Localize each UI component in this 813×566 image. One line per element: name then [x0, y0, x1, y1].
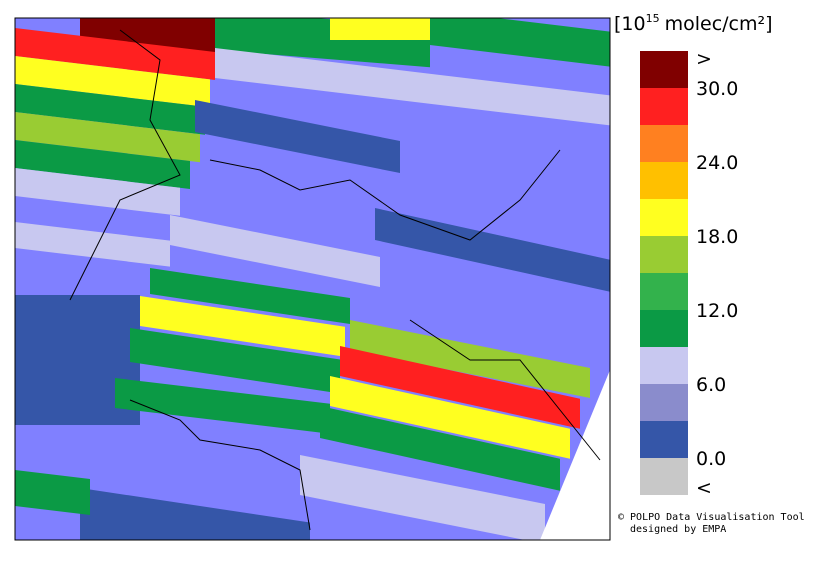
- legend-swatch: [640, 273, 688, 310]
- legend-label: 24.0: [696, 152, 738, 174]
- swath: [115, 378, 330, 434]
- swath: [415, 72, 610, 126]
- swath: [15, 84, 205, 135]
- credit-line: designed by EMPA: [630, 524, 726, 535]
- legend-swatch: [640, 458, 688, 495]
- swath: [350, 320, 590, 398]
- swath: [15, 295, 140, 425]
- swath: [330, 376, 570, 459]
- swath: [15, 470, 90, 515]
- swath: [330, 18, 430, 40]
- legend-swatch: [640, 199, 688, 236]
- boundary: [69, 29, 601, 531]
- legend-swatch: [640, 236, 688, 273]
- swath: [340, 346, 580, 429]
- legend-label: <: [696, 477, 712, 499]
- map-frame: [14, 17, 611, 541]
- swath: [215, 48, 415, 102]
- legend-title-exponent: 15: [646, 12, 660, 25]
- swath: [170, 215, 380, 287]
- legend-swatch: [640, 421, 688, 458]
- swath: [15, 28, 215, 80]
- legend-label: 0.0: [696, 448, 726, 470]
- swath: [80, 488, 310, 540]
- legend-swatch: [640, 125, 688, 162]
- swath: [195, 100, 400, 173]
- legend-label: 6.0: [696, 374, 726, 396]
- swath: [375, 208, 610, 292]
- legend: >30.0 24.0 18.0 12.0 6.0 0.0 <: [640, 48, 738, 499]
- legend-label: 18.0: [696, 226, 738, 248]
- swath: [150, 268, 350, 324]
- no-data-area: [540, 370, 610, 540]
- legend-swatch: [640, 51, 688, 88]
- map: [15, 18, 610, 540]
- legend-swatch: [640, 310, 688, 347]
- legend-title-unit: molec/cm²]: [665, 13, 773, 35]
- legend-swatch: [640, 384, 688, 421]
- legend-swatch: [640, 347, 688, 384]
- swath: [15, 112, 200, 163]
- swath: [300, 455, 545, 540]
- swath: [320, 406, 560, 491]
- legend-swatch: [640, 162, 688, 199]
- legend-label: 30.0: [696, 78, 738, 100]
- swath: [15, 140, 190, 189]
- legend-label: 12.0: [696, 300, 738, 322]
- swath: [80, 18, 215, 54]
- swath: [15, 168, 180, 216]
- swath: [130, 328, 340, 394]
- legend-label: >: [696, 48, 712, 70]
- swath: [15, 222, 170, 267]
- swath: [430, 18, 610, 67]
- swath: [15, 56, 210, 108]
- legend-title-base: [10: [614, 13, 646, 35]
- legend-title: [1015 molec/cm²]: [614, 12, 773, 35]
- credit-line: © POLPO Data Visualisation Tool: [618, 512, 805, 523]
- swath: [140, 296, 345, 357]
- legend-swatch: [640, 88, 688, 125]
